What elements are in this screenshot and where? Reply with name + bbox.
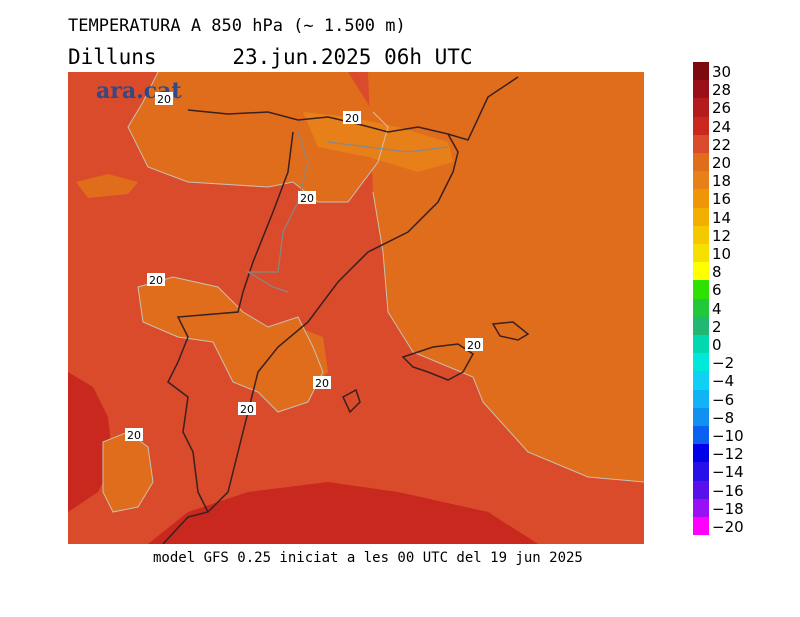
legend-label: −8	[712, 408, 735, 427]
legend-swatch	[693, 80, 709, 99]
legend-label: 6	[712, 281, 722, 300]
legend-label: 2	[712, 317, 722, 336]
legend-label: 28	[712, 81, 732, 100]
forecast-day: Dilluns	[68, 45, 157, 69]
temperature-band-north	[128, 72, 388, 202]
regional-border-line	[245, 131, 309, 293]
temperature-band-cool	[303, 112, 453, 172]
legend-swatch	[693, 116, 709, 135]
legend-swatch	[693, 62, 709, 81]
legend-label: 12	[712, 226, 732, 245]
contour-label: 20	[345, 112, 359, 125]
regional-border-north	[327, 141, 449, 153]
contour-label: 20	[315, 377, 329, 390]
contour-label: 20	[157, 93, 171, 106]
ibiza-coast	[342, 388, 361, 414]
legend-label: −2	[712, 354, 735, 373]
legend-swatch	[693, 444, 709, 463]
contour-label: 20	[240, 403, 254, 416]
legend-label: −12	[712, 445, 744, 464]
legend-swatch	[693, 426, 709, 445]
contour-label: 20	[127, 429, 141, 442]
temperature-band-sea-strip	[283, 322, 328, 387]
legend-label: 24	[712, 117, 732, 136]
legend-label: −4	[712, 372, 735, 391]
legend-label: 26	[712, 99, 732, 118]
legend-swatch	[693, 371, 709, 390]
inland-border	[167, 131, 294, 513]
legend-label: 16	[712, 190, 732, 209]
legend-swatch	[693, 98, 709, 117]
legend-swatch	[693, 335, 709, 354]
legend-swatch	[693, 462, 709, 481]
regional-borders	[245, 131, 449, 293]
coastlines	[162, 76, 530, 544]
legend-label: −14	[712, 463, 744, 482]
legend-label: 14	[712, 208, 732, 227]
contour-label: 20	[467, 339, 481, 352]
legend-label: 22	[712, 135, 732, 154]
legend-swatch	[693, 517, 709, 536]
legend-swatch	[693, 316, 709, 335]
contour-label: 20	[300, 192, 314, 205]
temperature-band-east	[368, 72, 644, 482]
forecast-date: 23.jun.2025 06h UTC	[232, 45, 473, 69]
legend-label: 18	[712, 172, 732, 191]
model-info: model GFS 0.25 iniciat a les 00 UTC del …	[153, 550, 583, 566]
legend-swatch	[693, 207, 709, 226]
northern-border	[187, 76, 519, 141]
legend-swatch	[693, 389, 709, 408]
legend-swatch	[693, 298, 709, 317]
legend-swatch	[693, 262, 709, 281]
chart-title: TEMPERATURA A 850 hPa (~ 1.500 m)	[68, 16, 406, 36]
legend-label: −18	[712, 499, 744, 518]
legend-swatch	[693, 244, 709, 263]
catalan-coast	[162, 133, 459, 544]
legend-swatch	[693, 353, 709, 372]
legend-label: 10	[712, 245, 732, 263]
legend-label: 20	[712, 154, 732, 172]
legend-swatch	[693, 407, 709, 426]
legend-swatch	[693, 171, 709, 190]
isotherm-line-east	[372, 191, 644, 483]
temperature-band-south	[103, 432, 153, 512]
legend-label: 8	[712, 263, 722, 282]
mallorca-coast	[401, 343, 474, 381]
legend-label: −10	[712, 427, 744, 445]
contour-label: 20	[149, 274, 163, 287]
isotherm-line-north	[127, 72, 389, 203]
contour-labels: 20 20 20 20 20 20 20 20	[125, 92, 483, 442]
legend-label: 30	[712, 63, 732, 81]
legend-label: −20	[712, 518, 744, 536]
legend-swatch	[693, 280, 709, 299]
temperature-band-west-blob	[76, 174, 138, 198]
forecast-datetime: Dilluns 23.jun.2025 06h UTC	[68, 45, 473, 69]
legend-label: −6	[712, 390, 735, 409]
legend-swatch	[693, 134, 709, 153]
legend-swatch	[693, 153, 709, 172]
temperature-map: ara.cat 20 20 20 20 20 20 20 20	[68, 72, 644, 544]
legend-label: −16	[712, 481, 744, 500]
legend-swatch	[693, 498, 709, 517]
temperature-band-center	[138, 277, 323, 412]
legend-label: 4	[712, 299, 722, 318]
temperature-band-hot	[148, 482, 538, 544]
menorca-coast	[491, 321, 530, 341]
legend-label: 0	[712, 336, 722, 354]
legend-swatch	[693, 189, 709, 208]
temperature-band-hot-west	[68, 372, 113, 512]
legend-swatch	[693, 480, 709, 499]
legend-swatch	[693, 225, 709, 244]
